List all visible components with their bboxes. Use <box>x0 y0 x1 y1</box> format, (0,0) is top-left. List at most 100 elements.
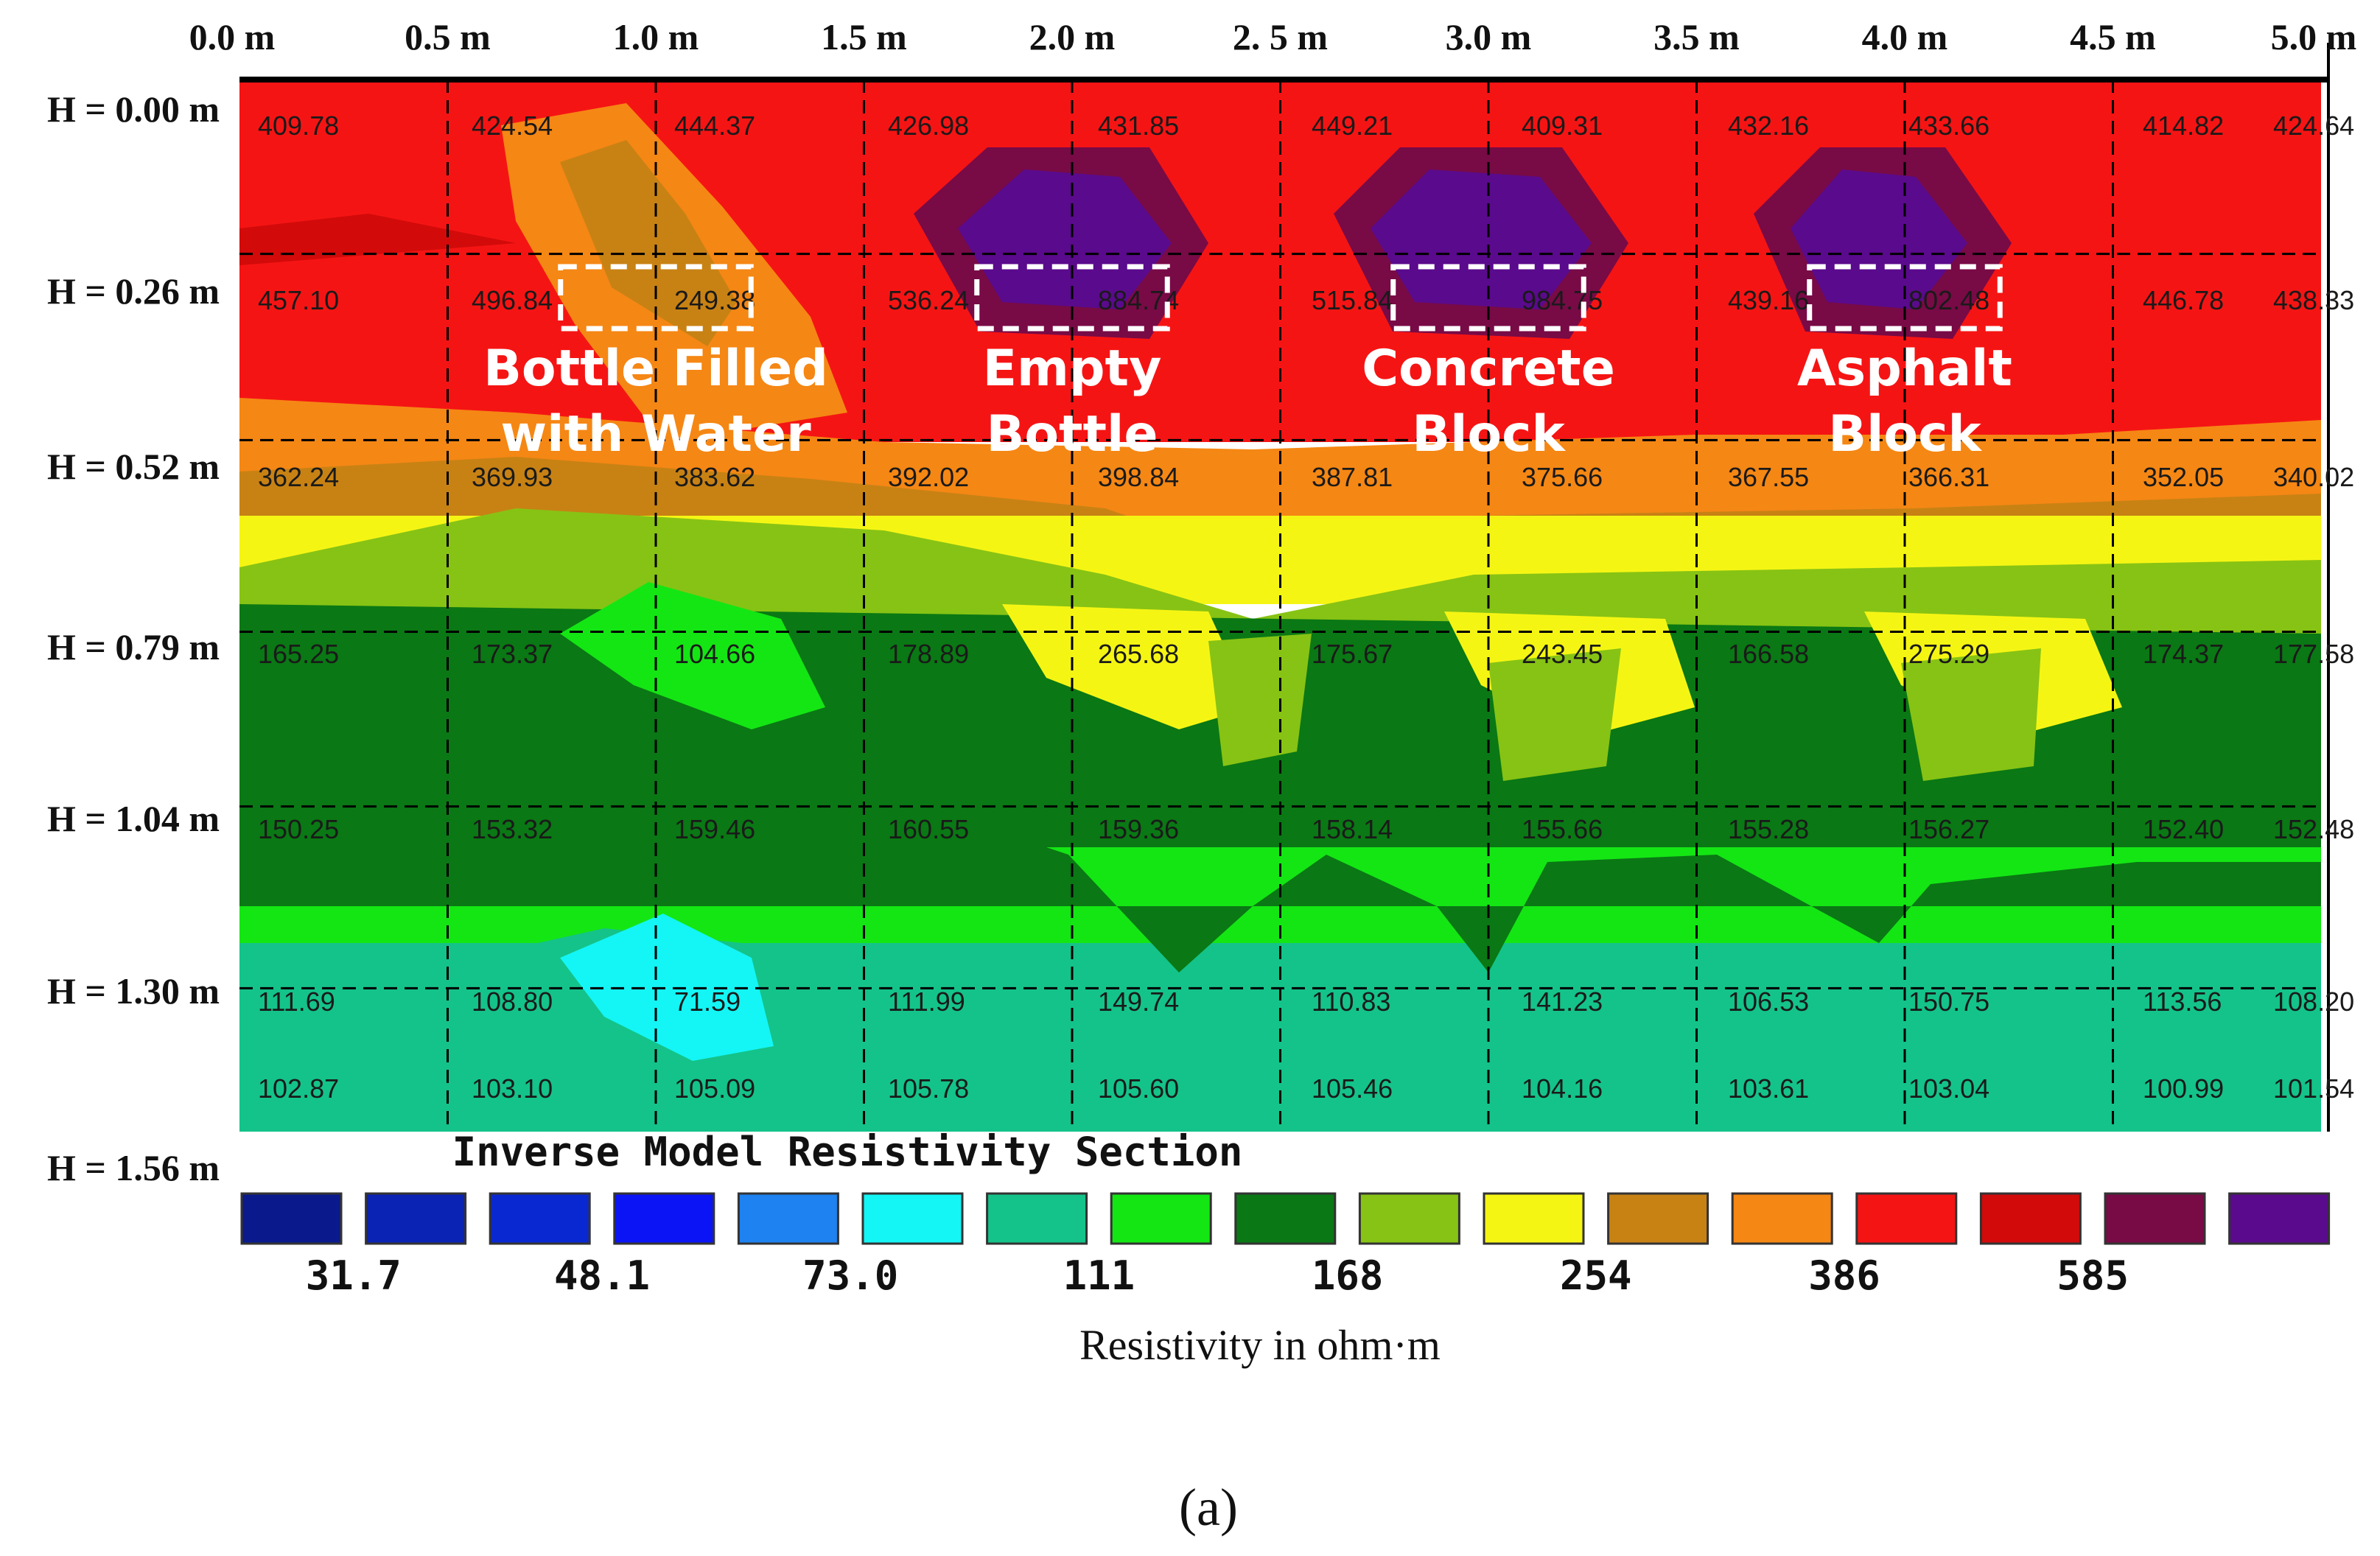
cell-value: 175.67 <box>1312 639 1393 669</box>
cell-value: 369.93 <box>472 462 553 492</box>
cell-value: 113.56 <box>2143 986 2222 1017</box>
x-tick-label: 3.5 m <box>1653 16 1740 57</box>
cell-value: 160.55 <box>888 814 969 844</box>
legend-tick-label: 168 <box>1312 1252 1384 1299</box>
cell-value: 432.16 <box>1728 111 1809 141</box>
legend-swatch <box>1979 1192 2082 1245</box>
legend-swatch <box>1855 1192 1958 1245</box>
x-tick-label: 5.0 m <box>2271 16 2357 57</box>
cell-value: 106.53 <box>1728 986 1809 1017</box>
x-tick-label: 3.0 m <box>1446 16 1532 57</box>
cell-value: 178.89 <box>888 639 969 669</box>
legend-swatch <box>1110 1192 1212 1245</box>
legend-title: Inverse Model Resistivity Section <box>452 1129 1243 1175</box>
x-tick-label: 4.5 m <box>2070 16 2156 57</box>
cell-value: 426.98 <box>888 111 969 141</box>
cell-value: 153.32 <box>472 814 553 844</box>
depth-label: H = 0.00 m <box>47 88 220 130</box>
legend-swatch <box>2104 1192 2206 1245</box>
depth-label: H = 0.52 m <box>47 446 220 487</box>
cell-value: 275.29 <box>1908 639 1989 669</box>
grid-lines <box>239 43 2330 1132</box>
cell-value: 105.78 <box>888 1073 969 1104</box>
cell-value: 496.84 <box>472 285 553 315</box>
x-tick-label: 4.0 m <box>1862 16 1948 57</box>
cell-value: 362.24 <box>258 462 339 492</box>
cell-value: 108.20 <box>2273 986 2354 1017</box>
x-tick-label: 2.0 m <box>1029 16 1116 57</box>
cell-value: 158.14 <box>1312 814 1393 844</box>
legend-swatch <box>1483 1192 1585 1245</box>
cell-value: 159.46 <box>674 814 755 844</box>
cell-value: 103.10 <box>472 1073 553 1104</box>
depth-label: H = 1.30 m <box>47 970 220 1012</box>
band-yellow-tongue-1 <box>1002 604 1253 729</box>
cell-value: 409.31 <box>1522 111 1603 141</box>
cell-value: 155.28 <box>1728 814 1809 844</box>
object-label: Bottle Filled <box>483 340 828 398</box>
resistivity-values: 409.78 424.54 444.37 426.98 431.85 449.21 409.… <box>258 111 2354 1104</box>
cell-value: 802.48 <box>1908 285 1989 315</box>
object-label: Block <box>1828 405 1982 463</box>
cell-value: 515.84 <box>1312 285 1393 315</box>
cell-value: 105.46 <box>1312 1073 1393 1104</box>
cell-value: 367.55 <box>1728 462 1809 492</box>
cell-value: 431.85 <box>1098 111 1179 141</box>
cell-value: 177.58 <box>2273 639 2354 669</box>
depth-label: H = 1.56 m <box>47 1147 220 1188</box>
cell-value: 387.81 <box>1312 462 1393 492</box>
band-dark-red-strip <box>239 214 516 265</box>
legend-swatch <box>986 1192 1088 1245</box>
resistivity-heatmap <box>239 80 2321 1132</box>
cell-value: 265.68 <box>1098 639 1179 669</box>
cell-value: 71.59 <box>674 986 741 1017</box>
buried-objects: Bottle Filled with Water Empty Bottle Concre… <box>483 264 2012 463</box>
cell-value: 100.99 <box>2143 1073 2224 1104</box>
x-tick-label: 2. 5 m <box>1233 16 1328 57</box>
cell-value: 439.16 <box>1728 285 1809 315</box>
legend-swatch <box>861 1192 964 1245</box>
legend-swatch <box>737 1192 839 1245</box>
cell-value: 449.21 <box>1312 111 1393 141</box>
cell-value: 111.69 <box>258 986 335 1017</box>
cell-value: 152.48 <box>2273 814 2354 844</box>
legend-swatch <box>1234 1192 1337 1245</box>
cell-value: 409.78 <box>258 111 339 141</box>
x-tick-label: 0.0 m <box>189 16 276 57</box>
depth-label: H = 0.26 m <box>47 270 220 312</box>
band-yellow-green-lobe-3 <box>1901 648 2041 781</box>
cell-value: 392.02 <box>888 462 969 492</box>
cell-value: 104.16 <box>1522 1073 1603 1104</box>
depth-label: H = 0.79 m <box>47 626 220 667</box>
cell-value: 243.45 <box>1522 639 1603 669</box>
legend-tick-label: 48.1 <box>554 1252 650 1299</box>
x-tick-label: 0.5 m <box>405 16 491 57</box>
band-yellow-green-lobe-2 <box>1488 648 1621 781</box>
cell-value: 424.64 <box>2273 111 2354 141</box>
band-dark-green-lower <box>239 781 2321 972</box>
band-cyan-lobe <box>560 914 774 1061</box>
legend-swatch <box>1731 1192 1833 1245</box>
legend-tick-label: 386 <box>1808 1252 1880 1299</box>
cell-value: 984.75 <box>1522 285 1603 315</box>
legend-swatch <box>2228 1192 2331 1245</box>
cell-value: 438.33 <box>2273 285 2354 315</box>
cell-value: 457.10 <box>258 285 339 315</box>
depth-label: H = 1.04 m <box>47 798 220 839</box>
cell-value: 375.66 <box>1522 462 1603 492</box>
legend-swatch <box>365 1192 467 1245</box>
cell-value: 103.61 <box>1728 1073 1809 1104</box>
legend-tick-label: 111 <box>1063 1252 1135 1299</box>
legend-swatch <box>489 1192 591 1245</box>
color-legend: 31.7 48.1 73.0 111 168 254 386 585 <box>240 1192 2331 1299</box>
band-purple-2 <box>1371 169 1592 309</box>
object-label: Bottle <box>987 405 1158 463</box>
cell-value: 102.87 <box>258 1073 339 1104</box>
band-brown <box>239 457 2321 560</box>
cell-value: 110.83 <box>1312 986 1390 1017</box>
cell-value: 159.36 <box>1098 814 1179 844</box>
cell-value: 141.23 <box>1522 986 1603 1017</box>
legend-unit-label: Resistivity in ohm·m <box>1079 1321 1441 1369</box>
cell-value: 111.99 <box>888 986 965 1017</box>
